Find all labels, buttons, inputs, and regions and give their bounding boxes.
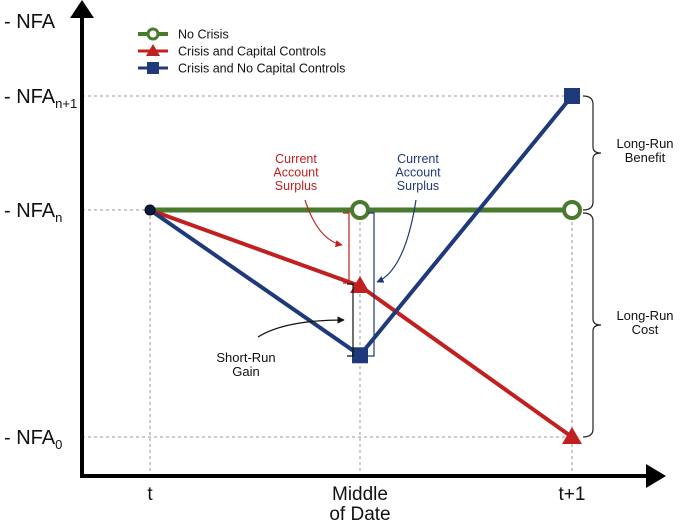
- series-0-point-2: [562, 200, 582, 220]
- legend-marker-0: [146, 27, 160, 41]
- annotations: Current Account Surplus Current Account Surpl…: [216, 95, 674, 438]
- legend-label-2: Crisis and No Capital Controls: [178, 62, 345, 76]
- legend-label-0: No Crisis: [178, 28, 229, 42]
- ca-surplus-red-label: Current Account Surplus: [273, 152, 319, 193]
- long-run-cost-label: Long-Run Cost: [616, 308, 673, 337]
- long-run-cost-bracket: [582, 212, 602, 438]
- legend: No Crisis Crisis and Capital Controls Cris…: [138, 27, 345, 76]
- x-tick-label-1: Middle of Date: [329, 484, 390, 522]
- x-axis-arrowhead: [646, 464, 666, 488]
- series-line-1: [149, 208, 574, 439]
- x-tick-label-2: t+1: [559, 484, 586, 505]
- series-1-point-1: [350, 276, 370, 294]
- ca-surplus-red-bracket: [343, 212, 350, 284]
- y-axis-title: - NFA: [4, 11, 56, 33]
- gridlines: [82, 95, 580, 476]
- ca-surplus-red-arrow: [304, 199, 343, 248]
- long-run-benefit-bracket: [582, 95, 602, 211]
- start-point: [144, 204, 156, 216]
- short-run-gain-label: Short-Run Gain: [216, 350, 275, 379]
- long-run-benefit-label: Long-Run Benefit: [616, 136, 673, 165]
- axis-labels: - NFA - NFAn+1 - NFAn - NFA0 t Middle of Date t…: [4, 11, 585, 522]
- y-tick-label-nfa_n1: - NFAn+1: [4, 86, 77, 111]
- y-tick-label-nfa_n: - NFAn: [4, 200, 62, 225]
- short-run-gain-arrow: [257, 316, 345, 338]
- y-axis-arrowhead: [70, 0, 94, 18]
- short-run-gain-bracket: [347, 283, 354, 357]
- y-tick-label-nfa_0: - NFA0: [4, 427, 62, 452]
- series-0-point-1: [350, 200, 370, 220]
- series-line-2: [148, 94, 574, 358]
- legend-marker-1: [146, 44, 160, 56]
- ca-surplus-blue-label: Current Account Surplus: [395, 152, 441, 193]
- ca-surplus-blue-arrow: [376, 199, 417, 283]
- legend-marker-2: [147, 62, 159, 74]
- x-tick-label-0: t: [147, 484, 153, 505]
- series: [144, 88, 582, 444]
- ca-surplus-blue-bracket: [368, 212, 375, 357]
- series-2-point-2: [564, 88, 580, 104]
- series-1-point-2: [562, 427, 582, 444]
- series-2-point-1: [352, 347, 368, 364]
- legend-label-1: Crisis and Capital Controls: [178, 45, 326, 59]
- axes: [70, 0, 666, 488]
